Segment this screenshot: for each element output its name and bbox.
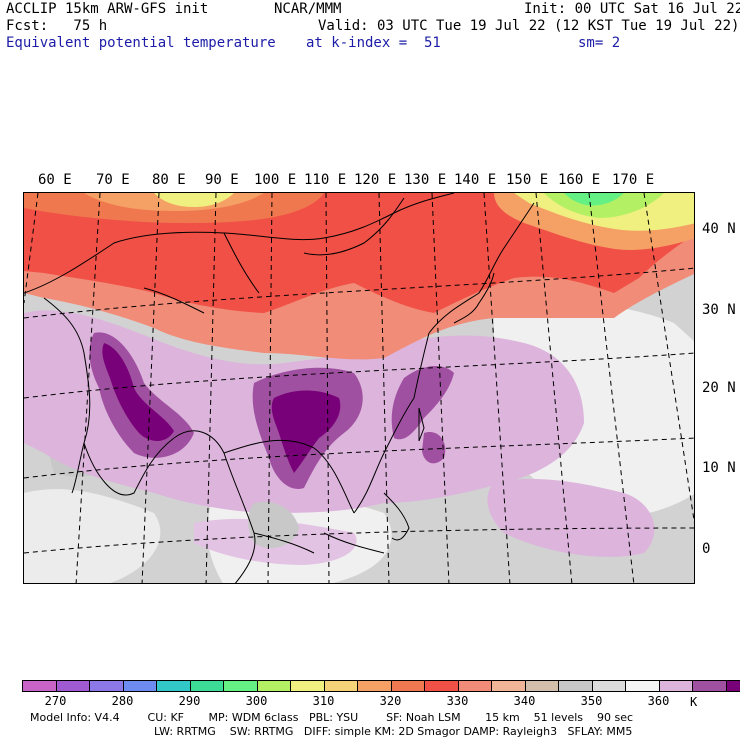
lon-line-90e	[205, 193, 217, 583]
smoothing-label: sm= 2	[578, 35, 621, 51]
run-title: ACCLIP 15km ARW-GFS init	[6, 1, 209, 17]
lon-label: 80 E	[152, 172, 186, 188]
colorbar-swatch	[693, 681, 727, 691]
field-375-taiwan-band	[422, 432, 446, 464]
colorbar-swatch	[425, 681, 459, 691]
lon-label: 140 E	[454, 172, 497, 188]
lon-line-140e	[483, 193, 511, 583]
field-310-yellow	[154, 193, 234, 207]
lat-label: 10 N	[702, 460, 736, 476]
colorbar-swatch	[123, 681, 157, 691]
colorbar-tick-label: 280	[111, 694, 134, 708]
lon-label: 170 E	[612, 172, 655, 188]
field-300-kamchatka-bright	[564, 193, 624, 206]
colorbar-swatch	[224, 681, 258, 691]
lat-line-10n	[24, 437, 694, 479]
lat-line-0	[24, 527, 694, 554]
lon-line-60e	[24, 193, 39, 304]
lat-label: 20 N	[702, 380, 736, 396]
colorbar-swatch	[492, 681, 526, 691]
model-info-line1: Model Info: V4.4 CU: KF MP: WDM 6class P…	[30, 711, 634, 724]
init-time: Init: 00 UTC Sat 16 Jul 22	[524, 1, 740, 17]
lon-line-170e	[643, 193, 694, 524]
lon-label: 70 E	[96, 172, 130, 188]
lon-label: 60 E	[38, 172, 72, 188]
colorbar-tick-label: 330	[446, 694, 469, 708]
lon-line-130e	[431, 193, 450, 583]
colorbar-unit: K	[690, 695, 698, 709]
field-360-indian-ocean	[24, 489, 161, 583]
colorbar-swatch	[190, 681, 224, 691]
colorbar-swatch	[90, 681, 124, 691]
model-info-line2: LW: RRTMG SW: RRTMG DIFF: simple KM: 2D …	[154, 725, 633, 738]
valid-time: Valid: 03 UTC Tue 19 Jul 22 (12 KST Tue …	[318, 18, 740, 34]
lon-label: 120 E	[354, 172, 397, 188]
colorbar-swatch	[358, 681, 392, 691]
agency-label: NCAR/MMM	[274, 1, 342, 17]
colorbar-swatch	[458, 681, 492, 691]
lon-label: 100 E	[254, 172, 297, 188]
colorbar-swatch	[525, 681, 559, 691]
colorbar-tick-label: 360	[647, 694, 670, 708]
colorbar	[22, 680, 740, 692]
lon-line-160e	[588, 193, 635, 583]
lon-line-70e	[75, 193, 101, 583]
field-365-pacific-east	[487, 478, 655, 557]
colorbar-tick-label: 270	[44, 694, 67, 708]
colorbar-swatch	[726, 681, 740, 691]
lat-label: 30 N	[702, 302, 736, 318]
colorbar-tick-label: 300	[245, 694, 268, 708]
equivalent-potential-temperature-map	[23, 192, 695, 584]
colorbar-tick-label: 290	[178, 694, 201, 708]
lon-label: 130 E	[404, 172, 447, 188]
colorbar-tick-label: 340	[513, 694, 536, 708]
coastlines	[24, 193, 535, 583]
lon-label: 90 E	[205, 172, 239, 188]
lon-line-110e	[325, 193, 330, 583]
field-375-philippine-sea	[391, 366, 454, 440]
lon-line-80e	[141, 193, 160, 583]
lat-label: 40 N	[702, 221, 736, 237]
lon-label: 110 E	[304, 172, 347, 188]
colorbar-swatch	[559, 681, 593, 691]
graticule	[24, 193, 694, 583]
lon-line-120e	[378, 193, 390, 583]
lon-line-150e	[535, 193, 573, 583]
colorbar-swatch	[626, 681, 660, 691]
colorbar-tick-label: 320	[379, 694, 402, 708]
level-label: at k-index = 51	[306, 35, 441, 51]
lat-label: 0	[702, 541, 711, 557]
field-380-indochina-core	[271, 390, 341, 473]
colorbar-tick-label: 350	[580, 694, 603, 708]
field-380-india-core	[102, 343, 174, 441]
colorbar-swatch	[257, 681, 291, 691]
map-canvas	[24, 193, 694, 583]
lon-label: 160 E	[558, 172, 601, 188]
colorbar-swatch	[291, 681, 325, 691]
colorbar-tick-label: 310	[312, 694, 335, 708]
colorbar-swatch	[157, 681, 191, 691]
colorbar-swatch	[56, 681, 90, 691]
colorbar-swatch	[391, 681, 425, 691]
colorbar-swatch	[659, 681, 693, 691]
colorbar-swatch	[324, 681, 358, 691]
field-label: Equivalent potential temperature	[6, 35, 276, 51]
colorbar-swatch	[592, 681, 626, 691]
lon-line-100e	[267, 193, 273, 583]
forecast-hour: Fcst: 75 h	[6, 18, 108, 34]
lon-label: 150 E	[506, 172, 549, 188]
colorbar-swatch	[23, 681, 57, 691]
